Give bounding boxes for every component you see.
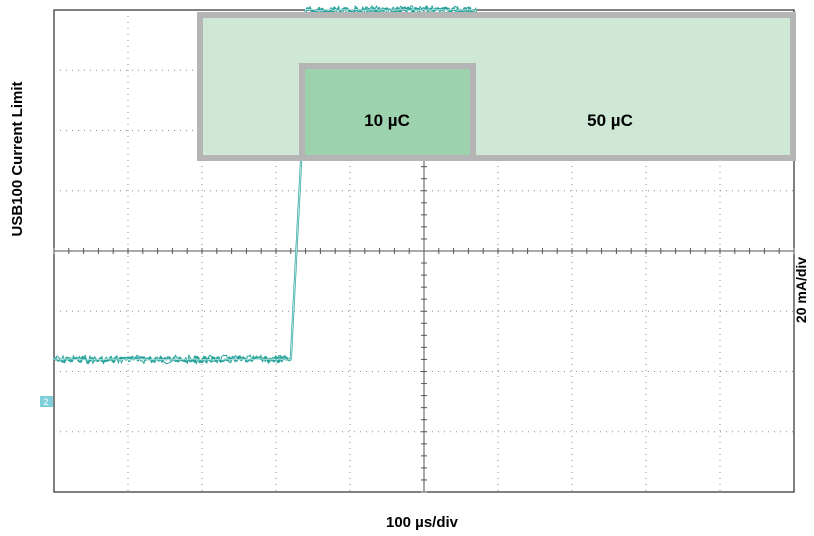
y-scale-label: 20 mA/div xyxy=(793,257,809,323)
x-axis-label: 100 µs/div xyxy=(386,514,459,531)
channel-marker-number: 2 xyxy=(43,397,48,407)
annotation-label-50uc: 50 µC xyxy=(587,111,633,130)
annotation-label-10uc: 10 µC xyxy=(364,111,410,130)
annotation-box-50uc xyxy=(197,12,796,161)
channel-marker-tag xyxy=(40,396,53,407)
channel-marker: 2 xyxy=(40,396,53,407)
annotation-boxes: 10 µC 50 µC xyxy=(197,12,796,161)
y-axis-label: USB100 Current Limit xyxy=(9,81,26,236)
annotation-box-10uc xyxy=(299,63,476,161)
plot-grid xyxy=(53,9,795,493)
